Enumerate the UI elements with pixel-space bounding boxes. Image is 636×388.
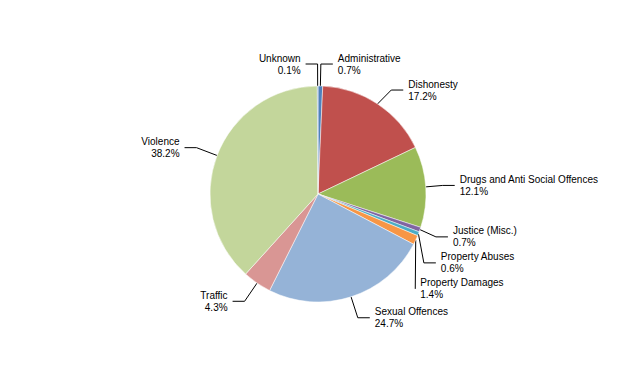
svg-text:Drugs and Anti Social Offences: Drugs and Anti Social Offences: [460, 174, 598, 185]
svg-text:Unknown: Unknown: [259, 53, 301, 64]
svg-text:Violence: Violence: [141, 136, 180, 147]
svg-text:0.6%: 0.6%: [441, 263, 464, 274]
svg-text:38.2%: 38.2%: [151, 148, 179, 159]
svg-text:4.3%: 4.3%: [205, 302, 228, 313]
svg-text:0.1%: 0.1%: [278, 65, 301, 76]
svg-text:Sexual Offences: Sexual Offences: [375, 306, 448, 317]
svg-text:Justice (Misc.): Justice (Misc.): [453, 225, 517, 236]
svg-text:Property Damages: Property Damages: [420, 277, 503, 288]
svg-text:0.7%: 0.7%: [453, 237, 476, 248]
svg-text:0.7%: 0.7%: [338, 65, 361, 76]
svg-text:Property Abuses: Property Abuses: [441, 251, 514, 262]
svg-text:Traffic: Traffic: [200, 290, 227, 301]
svg-text:12.1%: 12.1%: [460, 186, 488, 197]
svg-text:Administrative: Administrative: [338, 53, 401, 64]
svg-text:24.7%: 24.7%: [375, 318, 403, 329]
svg-text:Dishonesty: Dishonesty: [408, 79, 457, 90]
svg-text:17.2%: 17.2%: [408, 91, 436, 102]
svg-text:1.4%: 1.4%: [420, 289, 443, 300]
